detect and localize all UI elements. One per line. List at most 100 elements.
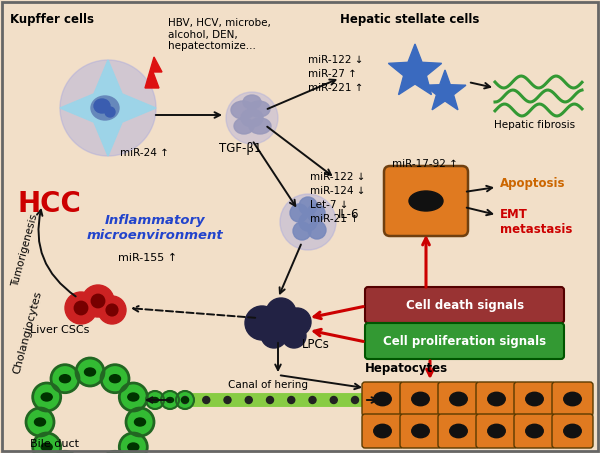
Ellipse shape <box>450 392 467 406</box>
Ellipse shape <box>182 397 188 403</box>
Circle shape <box>203 396 210 404</box>
Text: HCC: HCC <box>18 190 82 218</box>
Circle shape <box>245 396 252 404</box>
FancyBboxPatch shape <box>365 323 564 359</box>
Circle shape <box>224 396 231 404</box>
Ellipse shape <box>248 101 270 117</box>
Text: EMT
metastasis: EMT metastasis <box>500 208 572 236</box>
Ellipse shape <box>526 392 543 406</box>
Circle shape <box>266 396 274 404</box>
Circle shape <box>290 204 308 222</box>
Ellipse shape <box>412 392 429 406</box>
Polygon shape <box>388 44 442 95</box>
Ellipse shape <box>231 101 255 119</box>
Circle shape <box>74 301 88 315</box>
Ellipse shape <box>488 424 505 438</box>
FancyBboxPatch shape <box>365 287 564 323</box>
Circle shape <box>261 322 287 348</box>
Circle shape <box>280 194 336 250</box>
Text: LPCs: LPCs <box>302 338 330 351</box>
Ellipse shape <box>374 392 391 406</box>
Circle shape <box>51 451 79 453</box>
Text: miR-122 ↓
miR-27 ↑
miR-221 ↑: miR-122 ↓ miR-27 ↑ miR-221 ↑ <box>308 55 364 93</box>
Circle shape <box>146 391 164 409</box>
Ellipse shape <box>564 424 581 438</box>
Ellipse shape <box>243 95 261 109</box>
Circle shape <box>26 408 54 436</box>
FancyBboxPatch shape <box>438 414 479 448</box>
Ellipse shape <box>234 118 254 134</box>
Circle shape <box>226 92 278 144</box>
Ellipse shape <box>41 443 52 451</box>
FancyBboxPatch shape <box>476 382 517 416</box>
Text: Cell death signals: Cell death signals <box>406 299 524 313</box>
Ellipse shape <box>412 424 429 438</box>
Circle shape <box>161 391 179 409</box>
Ellipse shape <box>249 118 271 134</box>
Circle shape <box>126 408 154 436</box>
Ellipse shape <box>488 392 505 406</box>
Text: miR-122 ↓
miR-124 ↓
Let-7 ↓
miR-21 ↑: miR-122 ↓ miR-124 ↓ Let-7 ↓ miR-21 ↑ <box>310 172 365 224</box>
Circle shape <box>299 197 317 215</box>
Ellipse shape <box>128 443 139 451</box>
Ellipse shape <box>59 375 70 383</box>
FancyBboxPatch shape <box>362 414 403 448</box>
Ellipse shape <box>241 109 263 127</box>
FancyBboxPatch shape <box>438 382 479 416</box>
Ellipse shape <box>450 424 467 438</box>
Text: Hepatic fibrosis: Hepatic fibrosis <box>494 120 575 130</box>
FancyBboxPatch shape <box>400 382 441 416</box>
Circle shape <box>65 292 97 324</box>
Polygon shape <box>60 60 156 156</box>
FancyBboxPatch shape <box>552 382 593 416</box>
Circle shape <box>98 296 126 324</box>
Text: TGF-β1: TGF-β1 <box>219 142 261 155</box>
Circle shape <box>307 204 325 222</box>
Text: Liver CSCs: Liver CSCs <box>31 325 89 335</box>
Circle shape <box>60 60 156 156</box>
Circle shape <box>119 383 148 411</box>
Ellipse shape <box>85 368 95 376</box>
FancyBboxPatch shape <box>514 414 555 448</box>
Ellipse shape <box>409 191 443 211</box>
Text: Hepatic stellate cells: Hepatic stellate cells <box>340 13 479 26</box>
Circle shape <box>119 433 148 453</box>
Circle shape <box>106 304 118 316</box>
Ellipse shape <box>134 418 146 426</box>
Circle shape <box>293 222 311 240</box>
Circle shape <box>282 324 306 348</box>
FancyBboxPatch shape <box>476 414 517 448</box>
Circle shape <box>82 285 114 317</box>
Circle shape <box>299 213 317 231</box>
Circle shape <box>101 451 129 453</box>
FancyBboxPatch shape <box>552 414 593 448</box>
Polygon shape <box>145 57 162 88</box>
Text: Bile duct: Bile duct <box>31 439 79 449</box>
Circle shape <box>32 433 61 453</box>
Ellipse shape <box>151 397 158 403</box>
Text: miR-155 ↑: miR-155 ↑ <box>118 253 178 263</box>
Text: IL-6: IL-6 <box>338 208 359 222</box>
Text: Hepatocytes: Hepatocytes <box>365 362 448 375</box>
FancyBboxPatch shape <box>384 166 468 236</box>
Circle shape <box>245 306 279 340</box>
Ellipse shape <box>110 375 121 383</box>
Ellipse shape <box>91 96 119 120</box>
Ellipse shape <box>526 424 543 438</box>
Circle shape <box>105 107 115 117</box>
Text: Tumorigenesis: Tumorigenesis <box>10 212 40 288</box>
Ellipse shape <box>564 392 581 406</box>
Circle shape <box>182 396 188 404</box>
Circle shape <box>330 396 337 404</box>
Circle shape <box>352 396 359 404</box>
Text: Inflammatory
microenvironment: Inflammatory microenvironment <box>86 214 223 242</box>
Circle shape <box>76 358 104 386</box>
Ellipse shape <box>35 418 46 426</box>
Polygon shape <box>424 70 466 110</box>
Ellipse shape <box>94 99 110 113</box>
Circle shape <box>309 396 316 404</box>
Circle shape <box>101 365 129 393</box>
Circle shape <box>51 365 79 393</box>
Ellipse shape <box>374 424 391 438</box>
Circle shape <box>283 308 311 336</box>
